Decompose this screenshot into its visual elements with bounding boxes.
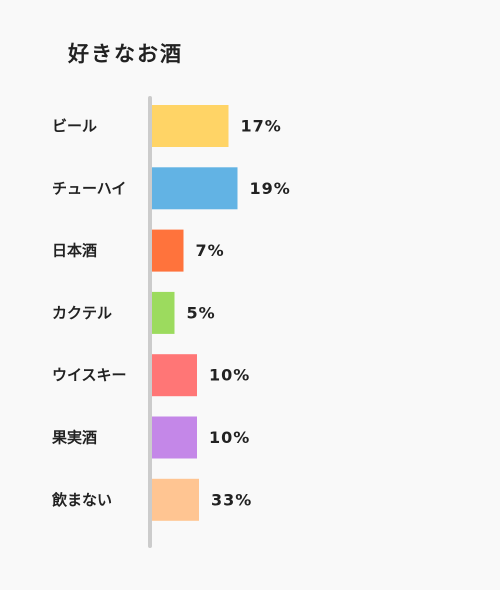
value-label: 10% [209,366,250,385]
category-label: 果実酒 [51,429,97,447]
value-label: 7% [196,241,225,260]
bar [152,229,184,272]
bar [152,354,197,397]
value-label: 33% [211,490,252,509]
category-label: カクテル [52,304,112,322]
value-label: 5% [187,303,216,322]
bar [152,416,197,459]
value-label: 10% [209,428,250,447]
category-label: ビール [52,117,97,135]
bar [152,291,175,334]
chart-title: 好きなお酒 [68,42,183,66]
category-label: ウイスキー [52,366,127,384]
bar [152,167,238,210]
bar [152,478,199,521]
category-label: 日本酒 [52,242,97,260]
value-label: 19% [250,179,291,198]
category-label: チューハイ [52,179,126,197]
category-label: 飲まない [51,491,112,509]
value-label: 17% [241,117,282,136]
bars-layer: ビール 17% チューハイ 19% 日本酒 7% カクテル 5% ウイスキー 10% 果実酒 10% 飲… [51,105,291,521]
bar [152,105,229,147]
